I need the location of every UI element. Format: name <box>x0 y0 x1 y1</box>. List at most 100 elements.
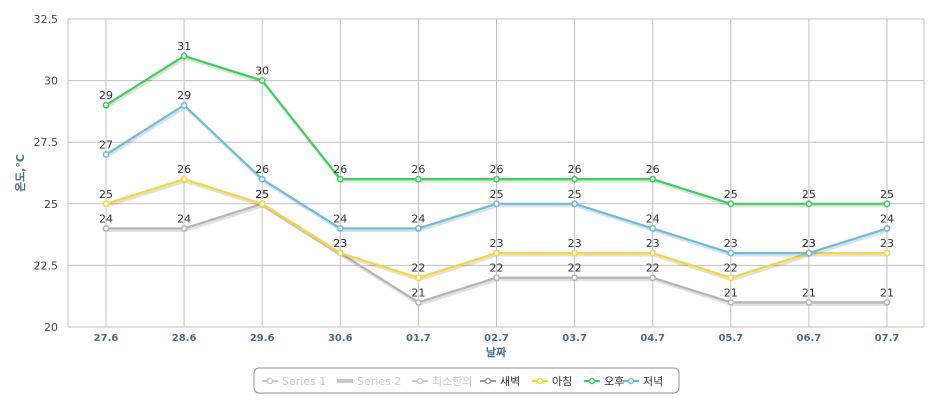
data-point <box>649 249 657 257</box>
legend-label: 새벽 <box>500 375 520 388</box>
data-label: 22 <box>490 262 504 275</box>
x-tick-label: 01.7 <box>406 333 431 344</box>
legend-item[interactable]: 최소한의 <box>412 375 472 388</box>
data-point <box>493 274 500 282</box>
y-axis-title: 온도,°C <box>14 154 27 192</box>
data-point <box>649 175 657 183</box>
legend-label: 오후 <box>604 375 624 388</box>
data-point <box>727 249 735 257</box>
data-label: 24 <box>99 212 113 225</box>
data-point <box>649 225 657 232</box>
data-label: 31 <box>177 40 191 53</box>
data-labels: 24 24 25 23 21 22 22 22 21 21 21 25 26 25 23 22 23 23 23 22… <box>99 40 894 299</box>
data-point <box>649 274 657 282</box>
data-point <box>102 200 110 208</box>
data-point <box>180 52 188 60</box>
y-tick-label: 27.5 <box>34 136 59 149</box>
data-point <box>414 175 422 183</box>
data-label: 29 <box>177 89 191 102</box>
data-label: 25 <box>255 188 269 201</box>
legend-item[interactable]: Series 1 <box>262 375 326 388</box>
data-point <box>102 101 110 109</box>
data-label: 23 <box>568 237 582 250</box>
legend-item[interactable]: 아침 <box>532 375 572 388</box>
data-point <box>571 274 578 282</box>
legend-item[interactable]: 오후 <box>584 375 624 388</box>
data-point <box>414 274 422 282</box>
data-point <box>336 225 344 232</box>
data-label: 25 <box>724 188 738 201</box>
data-label: 22 <box>411 262 425 275</box>
data-label: 21 <box>411 286 425 299</box>
data-label: 25 <box>880 188 894 201</box>
data-point <box>258 77 266 84</box>
data-point <box>258 200 266 208</box>
data-point <box>727 274 735 282</box>
data-point <box>883 249 891 257</box>
data-point <box>805 249 813 257</box>
data-label: 23 <box>802 237 816 250</box>
data-point <box>883 298 891 306</box>
y-tick-labels: 20 22.5 25 27.5 30 32.5 <box>34 13 59 334</box>
data-label: 23 <box>490 237 504 250</box>
data-label: 23 <box>646 237 660 250</box>
data-label: 22 <box>646 262 660 275</box>
data-label: 23 <box>802 237 816 250</box>
data-label: 21 <box>724 286 738 299</box>
data-point <box>493 175 500 183</box>
x-tick-label: 30.6 <box>328 333 353 344</box>
data-point <box>102 151 110 158</box>
legend-item[interactable]: 저녁 <box>623 375 663 388</box>
x-tick-label: 29.6 <box>250 333 275 344</box>
data-point <box>883 200 891 208</box>
legend-label: 아침 <box>552 375 572 388</box>
data-point <box>883 225 891 232</box>
x-tick-label: 04.7 <box>640 333 665 344</box>
data-label: 21 <box>802 286 816 299</box>
data-label: 26 <box>177 163 191 176</box>
data-label: 23 <box>880 237 894 250</box>
x-axis-title: 날짜 <box>486 345 507 359</box>
data-label: 24 <box>177 212 191 225</box>
data-label: 25 <box>568 188 582 201</box>
x-tick-label: 06.7 <box>797 333 822 344</box>
data-label: 25 <box>99 188 113 201</box>
data-label: 26 <box>568 163 582 176</box>
x-tick-label: 02.7 <box>484 333 509 344</box>
legend-label: 최소한의 <box>432 375 472 388</box>
legend-item[interactable]: Series 2 <box>337 375 401 388</box>
x-tick-label: 07.7 <box>875 333 900 344</box>
x-tick-label: 28.6 <box>172 333 197 344</box>
x-tick-label: 03.7 <box>562 333 587 344</box>
data-point <box>258 175 266 183</box>
data-label: 21 <box>880 286 894 299</box>
legend[interactable]: Series 1 Series 2 최소한의 새벽 아침 오후 저녁 <box>253 367 680 394</box>
data-label: 25 <box>490 188 504 201</box>
legend-label: 저녁 <box>643 375 663 388</box>
data-point <box>336 249 344 257</box>
x-tick-label: 05.7 <box>718 333 743 344</box>
legend-label: Series 1 <box>282 375 326 388</box>
data-label: 23 <box>724 237 738 250</box>
data-point <box>180 175 188 183</box>
legend-box <box>253 367 680 394</box>
data-label: 24 <box>880 212 894 225</box>
series-lines <box>102 52 891 306</box>
data-point <box>805 200 813 208</box>
data-point <box>805 298 813 306</box>
data-point <box>180 101 188 109</box>
x-tick-labels: 27.6 28.6 29.6 30.6 01.7 02.7 03.7 04.7 05.7 06.7… <box>94 333 900 344</box>
legend-marker <box>588 377 596 385</box>
legend-marker <box>416 377 424 385</box>
data-label: 23 <box>333 237 347 250</box>
data-point <box>102 225 110 232</box>
legend-item[interactable]: 새벽 <box>480 375 520 388</box>
data-label: 24 <box>646 212 660 225</box>
data-label: 26 <box>255 163 269 176</box>
y-tick-label: 25 <box>44 198 58 211</box>
data-label: 23 <box>333 237 347 250</box>
legend-marker <box>536 377 544 385</box>
data-point <box>180 225 188 232</box>
data-point <box>727 298 735 306</box>
